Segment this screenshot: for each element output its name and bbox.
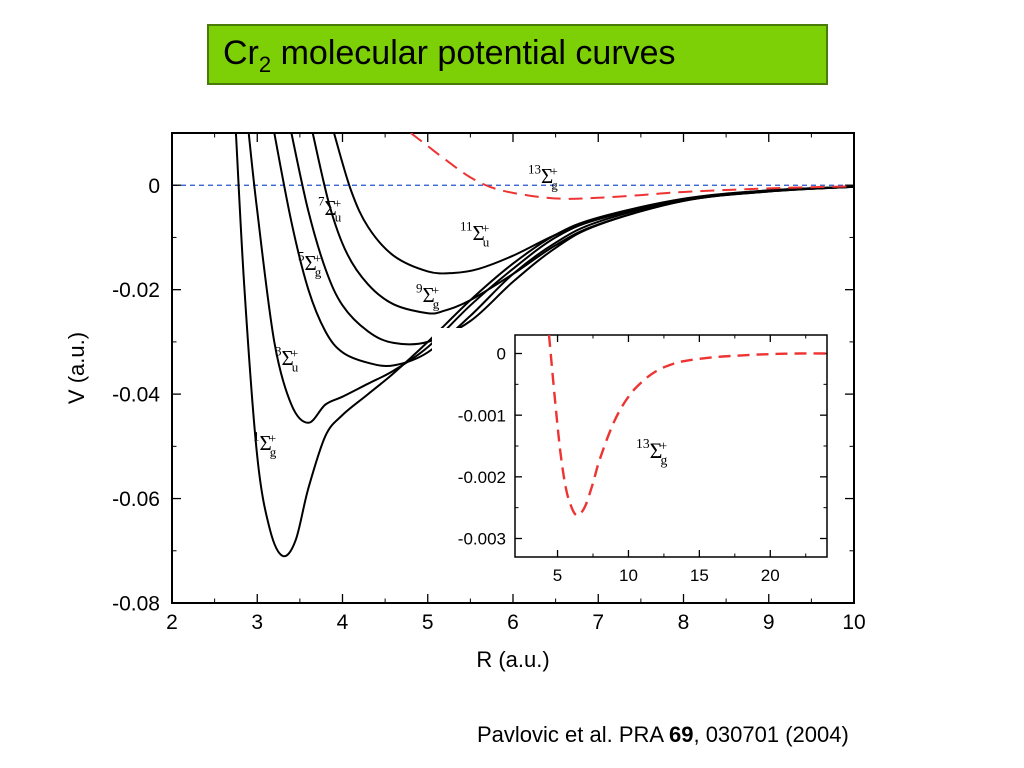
x-tick-label: 20 (761, 566, 780, 585)
curve-label-7sigma-u: 7Σu+ (318, 194, 342, 225)
curve-label-13sigma-g: 13Σg+ (528, 162, 558, 193)
y-tick-label: -0.001 (458, 406, 506, 425)
y-tick-label: -0.003 (458, 530, 506, 549)
series-line-9sigma-g (311, 133, 854, 315)
curve-label-3sigma-u: 3Σu+ (275, 344, 299, 375)
y-tick-label: 0 (497, 345, 506, 364)
slide-title: Cr2 molecular potential curves (223, 34, 676, 77)
x-tick-label: 15 (690, 566, 709, 585)
x-tick-label: 4 (337, 611, 349, 634)
x-tick-label: 8 (678, 611, 690, 634)
curve-label-1sigma-g: 1Σg+ (253, 429, 277, 460)
series-group (547, 335, 827, 517)
x-axis-label: R (a.u.) (476, 647, 549, 672)
y-tick-label: -0.002 (458, 468, 506, 487)
x-tick-label: 6 (507, 611, 519, 634)
x-tick-label: 5 (422, 611, 434, 634)
x-tick-label: 5 (553, 566, 562, 585)
x-tick-label: 10 (619, 566, 638, 585)
title-banner: Cr2 molecular potential curves (207, 24, 828, 85)
plot-frame (514, 334, 828, 558)
y-tick-label: -0.02 (112, 279, 160, 302)
y-tick-label: -0.04 (112, 384, 160, 407)
y-tick-label: -0.06 (112, 488, 160, 511)
inset-curve-label-13sigma-g: 13Σg+ (636, 436, 668, 468)
y-tick-label: -0.08 (112, 593, 160, 616)
series-line-1sigma-g (234, 133, 854, 558)
x-tick-label: 9 (763, 611, 775, 634)
curve-label-5sigma-g: 5Σg+ (298, 249, 322, 280)
x-tick-label: 7 (592, 611, 604, 634)
series-line-13sigma-g (410, 133, 854, 200)
series-line-13sigma-g (547, 335, 827, 517)
curve-label-11sigma-u: 11Σu+ (460, 219, 490, 250)
curve-label-9sigma-g: 9Σg+ (416, 281, 440, 312)
x-tick-label: 3 (251, 611, 263, 634)
series-line-11sigma-u (333, 133, 854, 275)
x-tick-label: 2 (166, 611, 178, 634)
x-tick-label: 10 (842, 611, 865, 634)
y-axis-label: V (a.u.) (64, 332, 89, 404)
citation: Pavlovic et al. PRA 69, 030701 (2004) (477, 722, 849, 747)
inset-plot: 5 10 15 20 0 -0.001 -0.002 -0.003 13Σg+ (432, 328, 834, 590)
series-group (234, 133, 854, 558)
y-tick-label: 0 (148, 175, 160, 198)
